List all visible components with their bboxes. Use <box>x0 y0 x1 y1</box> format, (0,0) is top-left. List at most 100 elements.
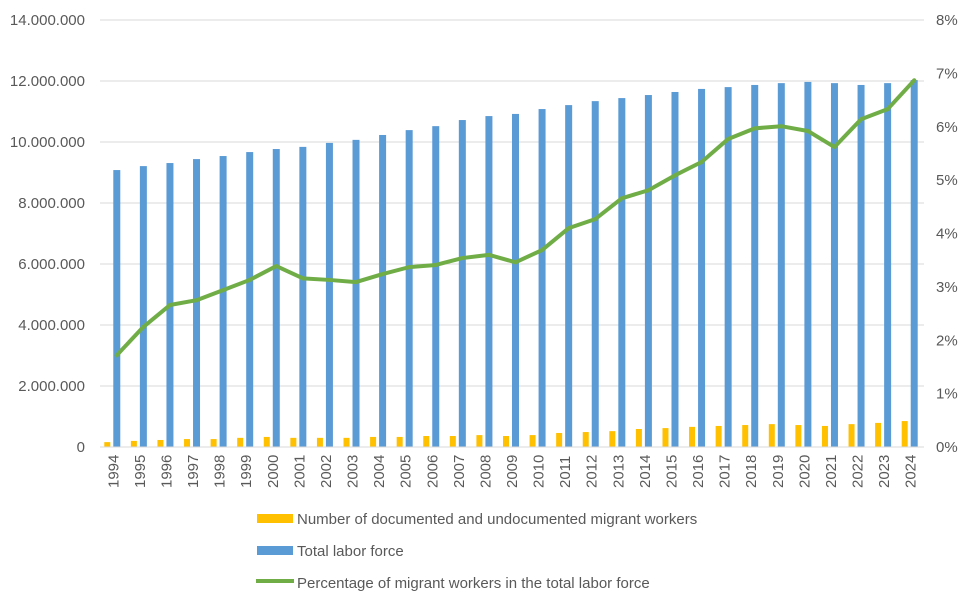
line-point-2022[interactable] <box>859 117 864 122</box>
bar-total-labor-force-2022[interactable] <box>857 84 865 447</box>
line-point-2024[interactable] <box>912 78 917 83</box>
bar-total-labor-force-2000[interactable] <box>272 149 280 447</box>
bar-migrant-workers-2015[interactable] <box>662 428 669 447</box>
bar-total-labor-force-2007[interactable] <box>458 120 466 447</box>
bar-total-labor-force-2018[interactable] <box>751 84 759 447</box>
line-point-2021[interactable] <box>832 145 837 150</box>
bar-migrant-workers-2018[interactable] <box>742 425 749 447</box>
bar-total-labor-force-2016[interactable] <box>698 88 706 448</box>
bar-migrant-workers-1995[interactable] <box>130 440 137 447</box>
bar-migrant-workers-1994[interactable] <box>104 442 111 447</box>
bar-total-labor-force-2011[interactable] <box>565 105 573 447</box>
bar-migrant-workers-2006[interactable] <box>423 436 430 447</box>
bar-migrant-workers-2014[interactable] <box>635 429 642 447</box>
bar-total-labor-force-2023[interactable] <box>884 83 892 447</box>
bar-migrant-workers-1999[interactable] <box>237 437 244 447</box>
bar-migrant-workers-2010[interactable] <box>529 435 536 447</box>
line-point-2019[interactable] <box>779 124 784 129</box>
line-point-2012[interactable] <box>593 217 598 222</box>
bar-migrant-workers-2007[interactable] <box>449 436 456 447</box>
legend-item-migrant-workers[interactable]: Number of documented and undocumented mi… <box>257 511 697 528</box>
bar-migrant-workers-2022[interactable] <box>848 424 855 447</box>
bar-migrant-workers-2020[interactable] <box>795 425 802 447</box>
bar-total-labor-force-1998[interactable] <box>219 156 227 447</box>
line-point-2017[interactable] <box>726 137 731 142</box>
bar-total-labor-force-2001[interactable] <box>299 146 307 447</box>
line-point-2001[interactable] <box>300 276 305 281</box>
line-point-2018[interactable] <box>752 126 757 131</box>
legend-item-total-labor-force[interactable]: Total labor force <box>257 543 404 560</box>
bar-migrant-workers-2012[interactable] <box>582 432 589 447</box>
line-point-2013[interactable] <box>619 196 624 201</box>
bar-migrant-workers-2000[interactable] <box>263 436 270 447</box>
bar-total-labor-force-1994[interactable] <box>113 170 121 447</box>
bar-migrant-workers-2002[interactable] <box>316 437 323 447</box>
x-tick-label: 2000 <box>265 455 282 488</box>
bar-total-labor-force-2004[interactable] <box>379 134 387 448</box>
legend-item-percentage[interactable]: Percentage of migrant workers in the tot… <box>256 575 650 592</box>
bar-total-labor-force-1997[interactable] <box>193 159 201 447</box>
bar-total-labor-force-2013[interactable] <box>618 98 626 447</box>
bar-migrant-workers-2016[interactable] <box>689 426 696 447</box>
line-point-2007[interactable] <box>460 256 465 261</box>
bar-migrant-workers-2001[interactable] <box>290 437 297 447</box>
bar-migrant-workers-2021[interactable] <box>821 425 828 447</box>
line-point-2000[interactable] <box>274 264 279 269</box>
line-point-2009[interactable] <box>513 260 518 265</box>
x-tick-label: 2014 <box>637 455 654 488</box>
bar-total-labor-force-2010[interactable] <box>538 109 546 447</box>
line-point-2005[interactable] <box>407 265 412 270</box>
bar-migrant-workers-2003[interactable] <box>343 437 350 447</box>
line-point-2004[interactable] <box>380 272 385 277</box>
bar-migrant-workers-2024[interactable] <box>901 421 908 447</box>
bar-migrant-workers-2005[interactable] <box>396 436 403 447</box>
line-point-2011[interactable] <box>566 226 571 231</box>
line-point-2014[interactable] <box>646 188 651 193</box>
line-point-1999[interactable] <box>247 277 252 282</box>
line-point-2023[interactable] <box>885 107 890 112</box>
bar-migrant-workers-2009[interactable] <box>503 436 509 447</box>
bar-total-labor-force-2014[interactable] <box>644 95 652 447</box>
bar-total-labor-force-2008[interactable] <box>485 116 493 447</box>
bar-total-labor-force-1999[interactable] <box>246 152 254 447</box>
bar-migrant-workers-2017[interactable] <box>715 425 722 447</box>
bar-total-labor-force-2002[interactable] <box>325 142 333 448</box>
line-point-2020[interactable] <box>805 129 810 134</box>
bar-migrant-workers-1998[interactable] <box>210 439 217 447</box>
bar-total-labor-force-2015[interactable] <box>671 91 679 447</box>
bar-migrant-workers-2008[interactable] <box>476 435 483 447</box>
y2-tick-label: 0% <box>936 439 958 456</box>
bar-total-labor-force-2020[interactable] <box>804 81 812 447</box>
line-point-1998[interactable] <box>221 288 226 293</box>
bar-migrant-workers-1996[interactable] <box>157 439 164 447</box>
bar-migrant-workers-2019[interactable] <box>768 424 775 447</box>
line-point-1997[interactable] <box>194 298 199 303</box>
bar-total-labor-force-2012[interactable] <box>591 101 599 447</box>
bar-total-labor-force-2019[interactable] <box>777 83 785 447</box>
line-point-2003[interactable] <box>354 280 359 285</box>
line-point-2010[interactable] <box>540 248 545 253</box>
bar-total-labor-force-2009[interactable] <box>512 113 519 447</box>
bar-total-labor-force-2017[interactable] <box>724 87 732 447</box>
bar-migrant-workers-1997[interactable] <box>184 439 191 447</box>
line-point-2015[interactable] <box>672 173 677 178</box>
bar-total-labor-force-2024[interactable] <box>910 80 918 448</box>
line-point-1996[interactable] <box>167 303 172 308</box>
bar-migrant-workers-2004[interactable] <box>370 436 377 447</box>
bar-migrant-workers-2013[interactable] <box>609 431 616 447</box>
line-point-2016[interactable] <box>699 159 704 164</box>
x-tick-label: 2002 <box>318 455 335 488</box>
bar-total-labor-force-1995[interactable] <box>139 166 147 447</box>
line-point-2002[interactable] <box>327 277 332 282</box>
line-point-2008[interactable] <box>486 252 491 257</box>
bar-total-labor-force-2021[interactable] <box>830 83 838 447</box>
line-point-1995[interactable] <box>141 324 146 329</box>
legend-label-percentage: Percentage of migrant workers in the tot… <box>297 575 650 592</box>
bar-total-labor-force-2006[interactable] <box>432 126 440 447</box>
bar-total-labor-force-2005[interactable] <box>405 130 413 448</box>
line-point-1994[interactable] <box>114 353 119 358</box>
bar-migrant-workers-2023[interactable] <box>875 422 882 447</box>
bar-total-labor-force-2003[interactable] <box>352 139 360 448</box>
bar-migrant-workers-2011[interactable] <box>556 432 563 447</box>
line-point-2006[interactable] <box>433 262 438 267</box>
